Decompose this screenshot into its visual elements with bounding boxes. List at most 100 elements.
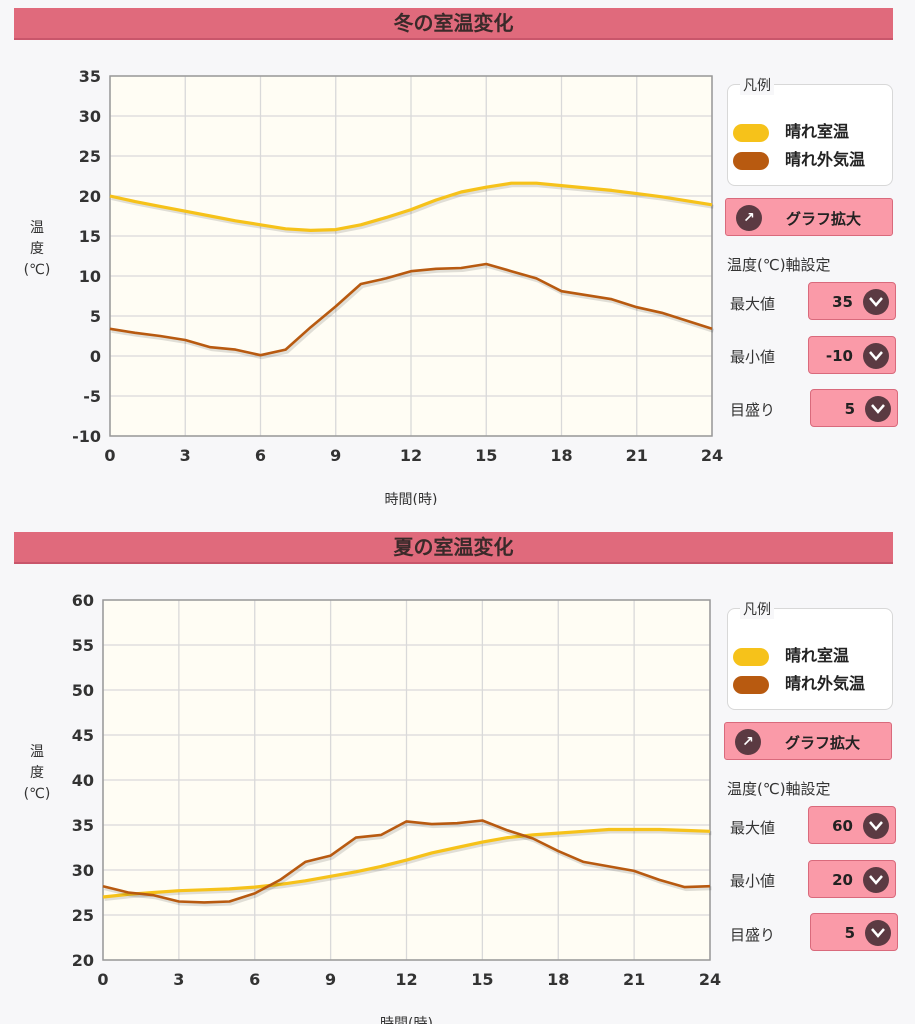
indoor-swatch	[733, 123, 769, 142]
summer-legend-label-outdoor: 晴れ外気温	[785, 674, 866, 693]
chart-0-xtick-label: 21	[626, 446, 648, 465]
summer-step-label: 目盛り	[730, 926, 776, 944]
winter-step-value: 5	[844, 400, 855, 418]
chart-1-xtick-label: 6	[249, 970, 260, 989]
summer-legend-item-outdoor: 晴れ外気温	[733, 670, 865, 694]
chart-1-series-0-shadow	[104, 829, 712, 901]
winter-legend-label-outdoor: 晴れ外気温	[785, 150, 866, 169]
chart-1-ytick-label: 55	[72, 636, 94, 655]
chart-0-ylabel: 温度(℃)	[24, 220, 51, 278]
chart-1-ytick-label: 35	[72, 816, 94, 835]
winter-legend: 凡例 晴れ室温 晴れ外気温	[727, 75, 893, 186]
chevron-down-icon	[863, 289, 889, 315]
chart-1-ytick-label: 60	[72, 591, 94, 610]
summer-zoom-button[interactable]: ↗ グラフ拡大	[724, 722, 892, 760]
chart-0-ytick-label: 10	[79, 267, 101, 286]
summer-section-title: 夏の室温変化	[14, 532, 893, 564]
chart-1-series-line-0	[102, 827, 711, 899]
chart-0-ytick-label: 15	[79, 227, 101, 246]
chart-0-ytick-label: 20	[79, 187, 101, 206]
winter-min-value: -10	[825, 347, 853, 365]
chart-1-xtick-label: 3	[173, 970, 184, 989]
chart-1-xtick-label: 18	[547, 970, 569, 989]
winter-zoom-label: グラフ拡大	[786, 210, 862, 228]
outdoor-swatch	[733, 675, 769, 694]
chevron-down-icon	[863, 867, 889, 893]
chart-0-ytick-label: 30	[79, 107, 101, 126]
chart-0-xtick-label: 12	[400, 446, 422, 465]
chart-0-xtick-label: 3	[180, 446, 191, 465]
summer-min-value: 20	[832, 871, 853, 889]
chart-0-ytick-label: -10	[72, 427, 101, 446]
chart-0-series-line-0	[109, 181, 713, 232]
chevron-down-icon	[863, 813, 889, 839]
chart-0-ytick-label: 5	[90, 307, 101, 326]
chart-1-ytick-label: 45	[72, 726, 94, 745]
chevron-down-icon	[863, 343, 889, 369]
chevron-down-icon	[865, 920, 891, 946]
chart-0-ytick-label: -5	[83, 387, 101, 406]
summer-min-select[interactable]: 20	[808, 860, 896, 898]
winter-step-select[interactable]: 5	[810, 389, 898, 427]
summer-legend-item-indoor: 晴れ室温	[733, 642, 849, 666]
summer-max-label: 最大値	[730, 819, 776, 837]
chart-0-frame	[109, 75, 713, 437]
winter-legend-item-indoor: 晴れ室温	[733, 118, 849, 142]
summer-legend: 凡例 晴れ室温 晴れ外気温	[727, 599, 893, 710]
winter-step-label: 目盛り	[730, 401, 776, 419]
indoor-swatch	[733, 647, 769, 666]
winter-legend-label-indoor: 晴れ室温	[785, 122, 850, 141]
chart-0-series-0-shadow	[111, 183, 714, 235]
expand-icon: ↗	[735, 729, 761, 755]
chart-1-xtick-label: 12	[395, 970, 417, 989]
summer-chart: 0 3 6 9 12 15 18 21 24 20 25 30 35 40 45 50 55 60 温度(℃) 時間(…	[24, 591, 721, 1024]
winter-max-label: 最大値	[730, 295, 776, 313]
winter-max-select[interactable]: 35	[808, 282, 896, 320]
winter-chart: 0 3 6 9 12 15 18 21 24 -10 -5 0 5 10 15 20 25 30 35 温度(℃) 時間…	[24, 67, 723, 505]
chart-0-xtick-label: 6	[255, 446, 266, 465]
summer-legend-title: 凡例	[740, 599, 774, 619]
summer-min-label: 最小値	[730, 872, 776, 890]
summer-max-select[interactable]: 60	[808, 806, 896, 844]
chart-0-ytick-label: 35	[79, 67, 101, 86]
winter-legend-title: 凡例	[740, 75, 774, 95]
chart-0-xtick-label: 15	[475, 446, 497, 465]
chart-1-xtick-label: 9	[325, 970, 336, 989]
expand-icon: ↗	[736, 205, 762, 231]
summer-step-select[interactable]: 5	[810, 913, 898, 951]
chart-1-xtick-label: 21	[623, 970, 645, 989]
winter-zoom-button[interactable]: ↗ グラフ拡大	[725, 198, 893, 236]
winter-min-label: 最小値	[730, 348, 776, 366]
chart-0-xtick-label: 18	[550, 446, 572, 465]
chart-1-ytick-label: 20	[72, 951, 94, 970]
chart-0-series-1-shadow	[111, 263, 715, 360]
chart-0-ytick-label: 25	[79, 147, 101, 166]
summer-max-value: 60	[832, 817, 853, 835]
chart-0-series-line-1	[109, 262, 713, 357]
summer-step-value: 5	[844, 924, 855, 942]
chart-0-xtick-label: 24	[701, 446, 723, 465]
chart-1-xtick-label: 0	[97, 970, 108, 989]
summer-axis-setting-heading: 温度(℃)軸設定	[727, 780, 831, 798]
chart-1-series-1-shadow	[104, 820, 712, 907]
winter-legend-item-outdoor: 晴れ外気温	[733, 146, 865, 170]
chart-1-ytick-label: 30	[72, 861, 94, 880]
chart-1-xtick-label: 24	[699, 970, 721, 989]
chart-0-xtick-label: 0	[104, 446, 115, 465]
chart-0-xtick-label: 9	[330, 446, 341, 465]
chart-1-xlabel: 時間(時)	[380, 1016, 433, 1024]
chart-1-series-line-1	[102, 819, 711, 904]
winter-min-select[interactable]: -10	[808, 336, 896, 374]
chart-1-ytick-label: 40	[72, 771, 94, 790]
chart-1-ylabel: 温度(℃)	[24, 744, 51, 802]
winter-max-value: 35	[832, 293, 853, 311]
winter-axis-setting-heading: 温度(℃)軸設定	[727, 256, 831, 274]
chart-0-xlabel: 時間(時)	[385, 492, 438, 505]
outdoor-swatch	[733, 151, 769, 170]
summer-zoom-label: グラフ拡大	[785, 734, 861, 752]
chart-1-frame	[102, 599, 711, 961]
summer-legend-label-indoor: 晴れ室温	[785, 646, 850, 665]
chart-0-ytick-label: 0	[90, 347, 101, 366]
chart-1-xtick-label: 15	[471, 970, 493, 989]
chart-1-ytick-label: 25	[72, 906, 94, 925]
